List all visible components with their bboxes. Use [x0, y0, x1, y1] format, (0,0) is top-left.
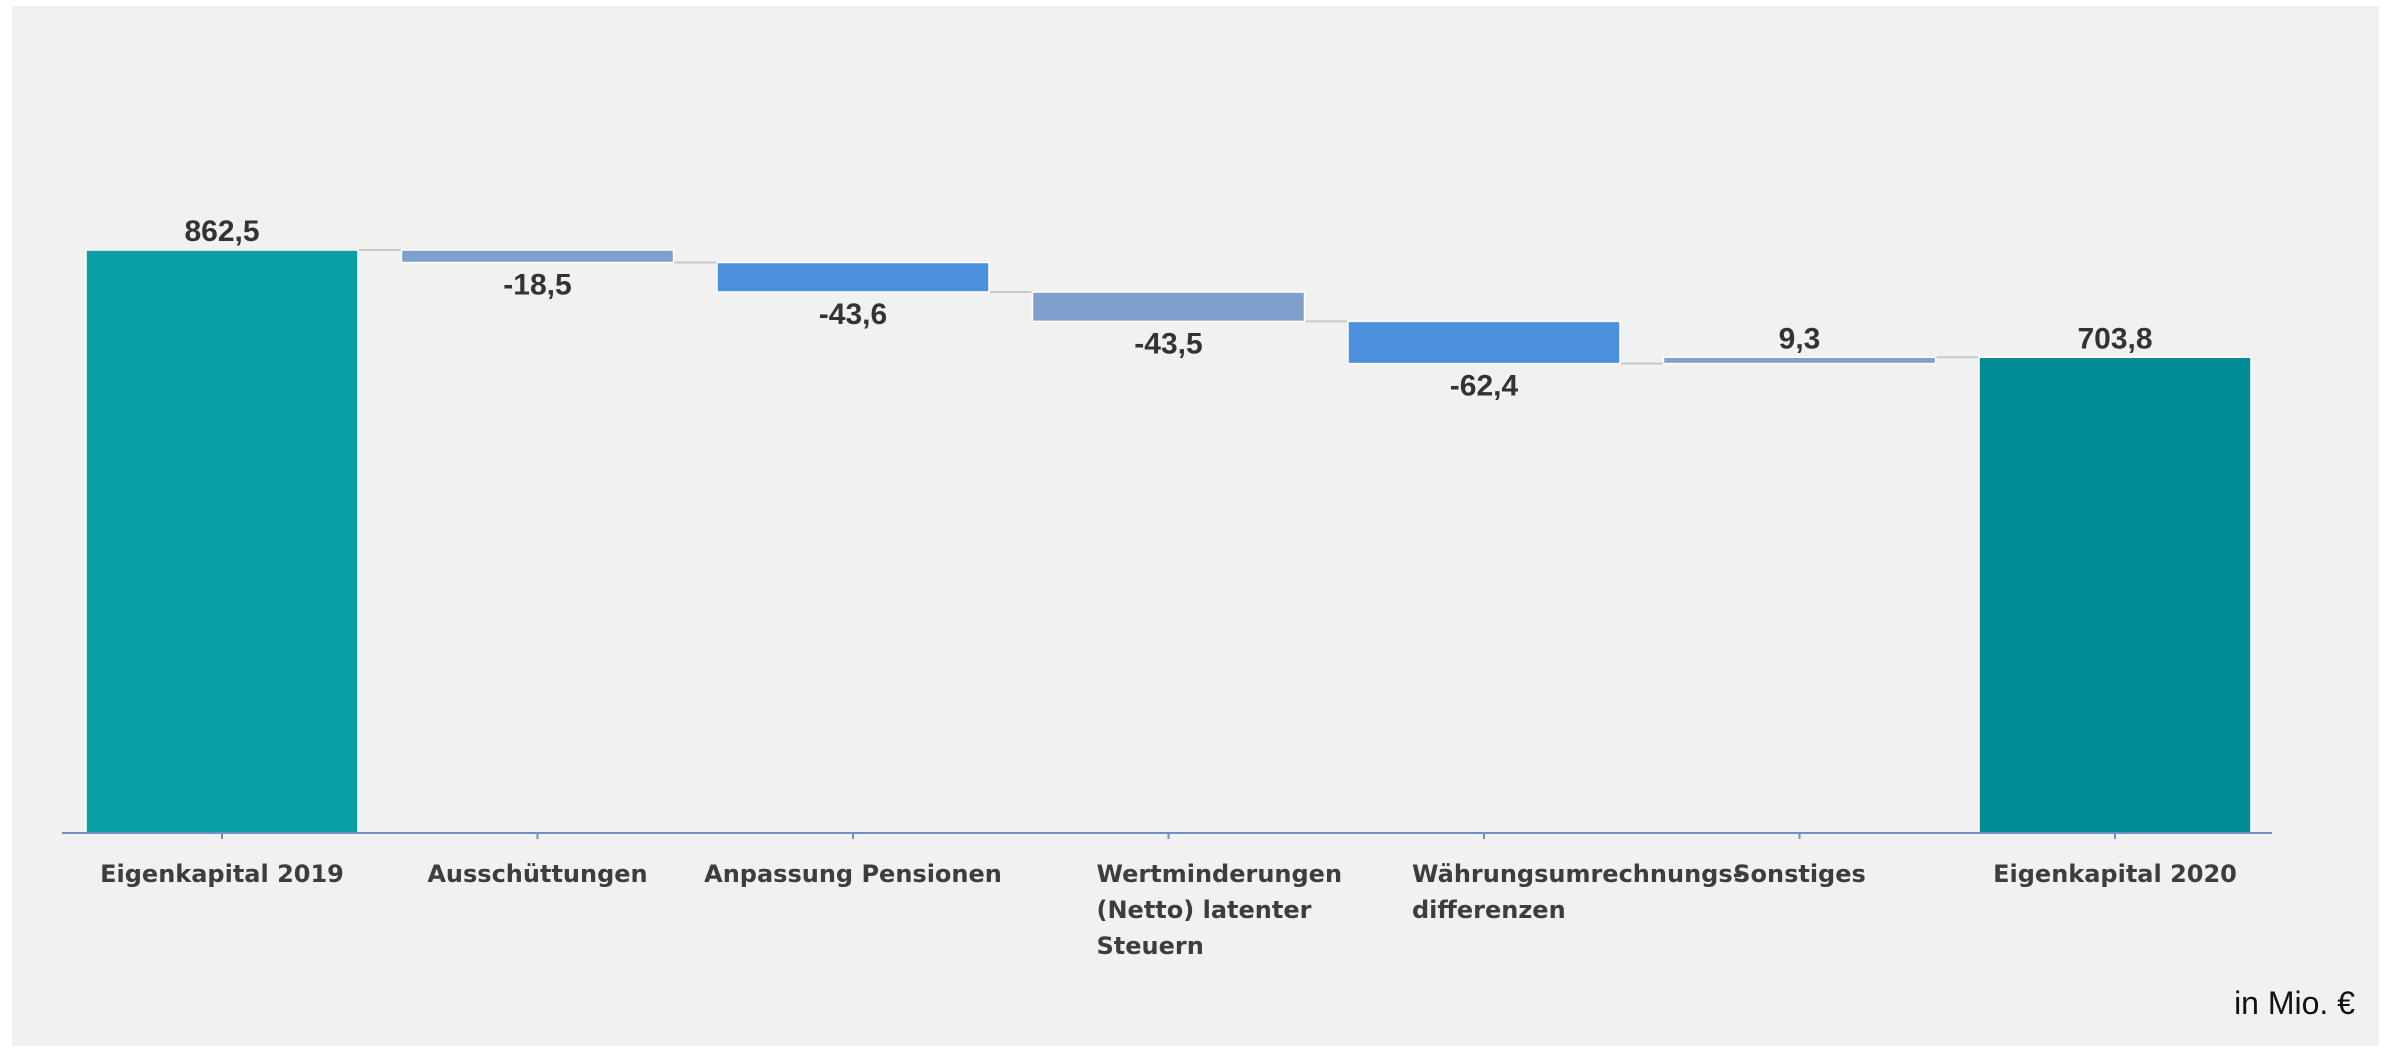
bar — [85, 249, 359, 834]
bar — [1978, 356, 2252, 834]
value-label: -43,6 — [819, 298, 887, 331]
value-label: -18,5 — [503, 269, 571, 302]
category-label: Eigenkapital 2020 — [1993, 860, 2237, 888]
bar — [716, 261, 990, 293]
category-label: Sonstiges — [1733, 860, 1866, 888]
category-label: Ausschüttungen — [427, 860, 647, 888]
bar — [1662, 356, 1937, 365]
category-label: Anpassung Pensionen — [704, 860, 1002, 888]
unit-label: in Mio. € — [2234, 985, 2355, 1021]
bar — [400, 249, 675, 264]
value-label: 9,3 — [1779, 322, 1821, 355]
bar — [1031, 291, 1306, 323]
category-label: Wertminderungen (Netto) latenter Steuern — [1097, 860, 1343, 960]
category-label: Eigenkapital 2019 — [100, 860, 344, 888]
value-label: -62,4 — [1450, 370, 1519, 403]
value-label: -43,5 — [1134, 327, 1202, 360]
category-label: Währungsumrechnungs-differenzen — [1412, 860, 1743, 924]
value-label: 862,5 — [184, 215, 259, 248]
bar — [1347, 320, 1621, 365]
value-label: 703,8 — [2077, 322, 2152, 355]
